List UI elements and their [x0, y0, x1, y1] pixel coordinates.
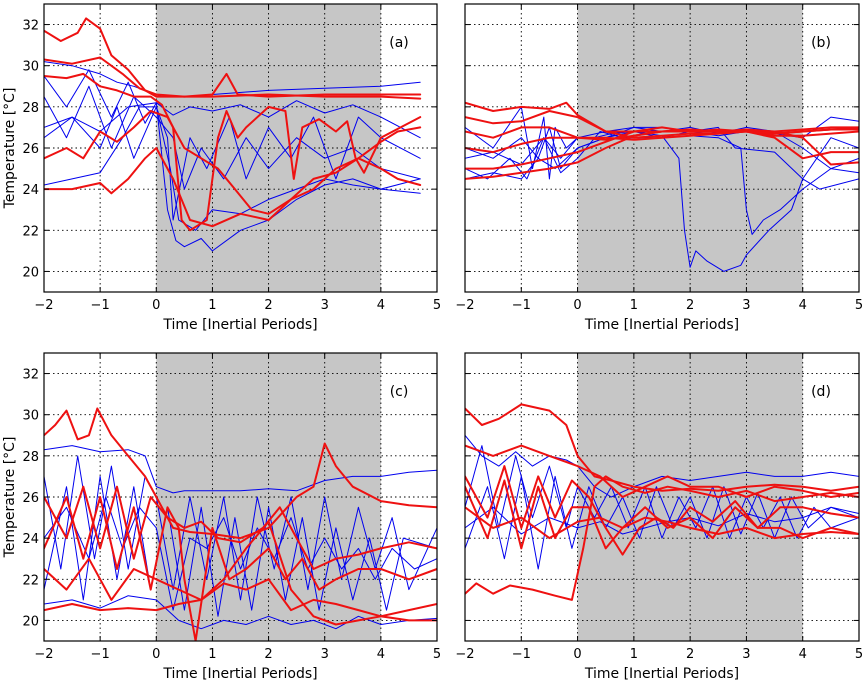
red-series-line: [44, 557, 437, 618]
x-tick-label: 4: [799, 647, 807, 662]
red-series-line: [155, 442, 437, 540]
y-tick-label: 22: [22, 224, 39, 239]
red-series-line: [465, 126, 859, 170]
x-tick-label: 3: [742, 647, 750, 662]
x-tick-label: −2: [34, 647, 53, 662]
blue-series-line: [44, 445, 437, 494]
y-tick-label: 26: [22, 491, 39, 506]
x-tick-label: 5: [433, 298, 441, 313]
y-axis-label: Temperature [°C]: [2, 88, 18, 210]
red-series-line: [465, 465, 859, 556]
x-tick-label: −1: [91, 298, 110, 313]
panel-a: −2 −1 0 1 2 3 4 5 20 22 24 26 28 30 32 Time [Inertial P…: [2, 3, 441, 333]
y-tick-label: 20: [22, 614, 39, 629]
red-series-line: [44, 520, 437, 626]
panel-c: −2 −1 0 1 2 3 4 5 20 22 24 26 28 30 32 Time [Inertial P…: [2, 352, 441, 682]
y-tick-label: 20: [22, 265, 39, 280]
x-tick-label: −2: [34, 298, 53, 313]
red-series-line: [465, 506, 859, 540]
blue-series-line: [44, 85, 421, 190]
x-axis-label: Time [Inertial Periods]: [162, 666, 317, 682]
series-group: [44, 407, 437, 641]
x-tick-label: −1: [91, 647, 110, 662]
blue-series-line: [465, 506, 859, 535]
blue-series-line: [44, 106, 421, 221]
x-tick-label: 5: [855, 647, 863, 662]
red-series-line: [465, 128, 859, 180]
red-series-line: [44, 407, 158, 498]
x-tick-label: 1: [630, 647, 638, 662]
x-tick-label: 2: [264, 298, 272, 313]
x-tick-label: −2: [455, 298, 474, 313]
y-tick-label: 32: [22, 19, 39, 34]
x-axis-label: Time [Inertial Periods]: [584, 666, 739, 682]
series-group: [44, 17, 422, 252]
series-group: [465, 403, 859, 601]
y-tick-label: 24: [22, 183, 39, 198]
series-group: [465, 101, 859, 272]
red-series-line: [465, 444, 859, 498]
x-tick-label: 2: [686, 647, 694, 662]
red-series-line: [44, 485, 437, 570]
panel-b: −2 −1 0 1 2 3 4 5 Time [Inertial Periods] (b): [455, 3, 863, 333]
x-axis-label: Time [Inertial Periods]: [162, 317, 317, 333]
x-tick-label: 1: [630, 298, 638, 313]
blue-series-line: [44, 455, 437, 601]
red-series-line: [465, 475, 859, 601]
x-tick-label: −1: [512, 647, 531, 662]
x-tick-label: 5: [855, 298, 863, 313]
y-tick-label: 26: [22, 142, 39, 157]
panel-label: (a): [389, 35, 409, 51]
y-tick-label: 28: [22, 101, 39, 116]
x-tick-label: −1: [512, 298, 531, 313]
x-tick-label: 0: [152, 647, 160, 662]
red-series-line: [465, 126, 859, 160]
x-tick-label: 1: [208, 298, 216, 313]
blue-series-line: [44, 106, 421, 231]
y-tick-label: 22: [22, 573, 39, 588]
y-axis-label: Temperature [°C]: [2, 437, 18, 559]
x-tick-label: 3: [321, 647, 329, 662]
y-tick-label: 30: [22, 409, 39, 424]
blue-series-line: [465, 445, 859, 539]
x-tick-label: 0: [573, 647, 581, 662]
x-tick-label: 0: [573, 298, 581, 313]
red-series-line: [44, 110, 422, 215]
y-tick-label: 24: [22, 532, 39, 547]
x-tick-label: 4: [377, 647, 385, 662]
panel-label: (b): [811, 35, 831, 51]
panel-label: (c): [390, 384, 409, 400]
x-tick-label: 4: [377, 298, 385, 313]
y-tick-label: 32: [22, 368, 39, 383]
y-tick-label: 30: [22, 60, 39, 75]
red-series-line: [465, 403, 859, 492]
x-tick-label: −2: [455, 647, 474, 662]
blue-series-line: [44, 496, 437, 611]
red-series-line: [44, 56, 422, 100]
x-tick-label: 0: [152, 298, 160, 313]
blue-series-line: [44, 69, 421, 139]
x-tick-label: 3: [742, 298, 750, 313]
x-tick-label: 1: [208, 647, 216, 662]
x-tick-label: 4: [799, 298, 807, 313]
red-series-line: [44, 72, 422, 232]
red-series-line: [44, 147, 422, 228]
y-tick-label: 28: [22, 450, 39, 465]
x-axis-label: Time [Inertial Periods]: [584, 317, 739, 333]
red-series-line: [465, 479, 859, 550]
red-series-line: [44, 496, 437, 641]
panel-d: −2 −1 0 1 2 3 4 5 Time [Inertial Periods] (d): [455, 352, 863, 682]
blue-series-line: [465, 434, 859, 498]
panel-label: (d): [811, 384, 831, 400]
x-tick-label: 2: [686, 298, 694, 313]
x-tick-label: 2: [264, 647, 272, 662]
blue-series-line: [465, 475, 859, 570]
x-tick-label: 3: [321, 298, 329, 313]
blue-series-line: [44, 102, 421, 252]
x-tick-label: 5: [433, 647, 441, 662]
